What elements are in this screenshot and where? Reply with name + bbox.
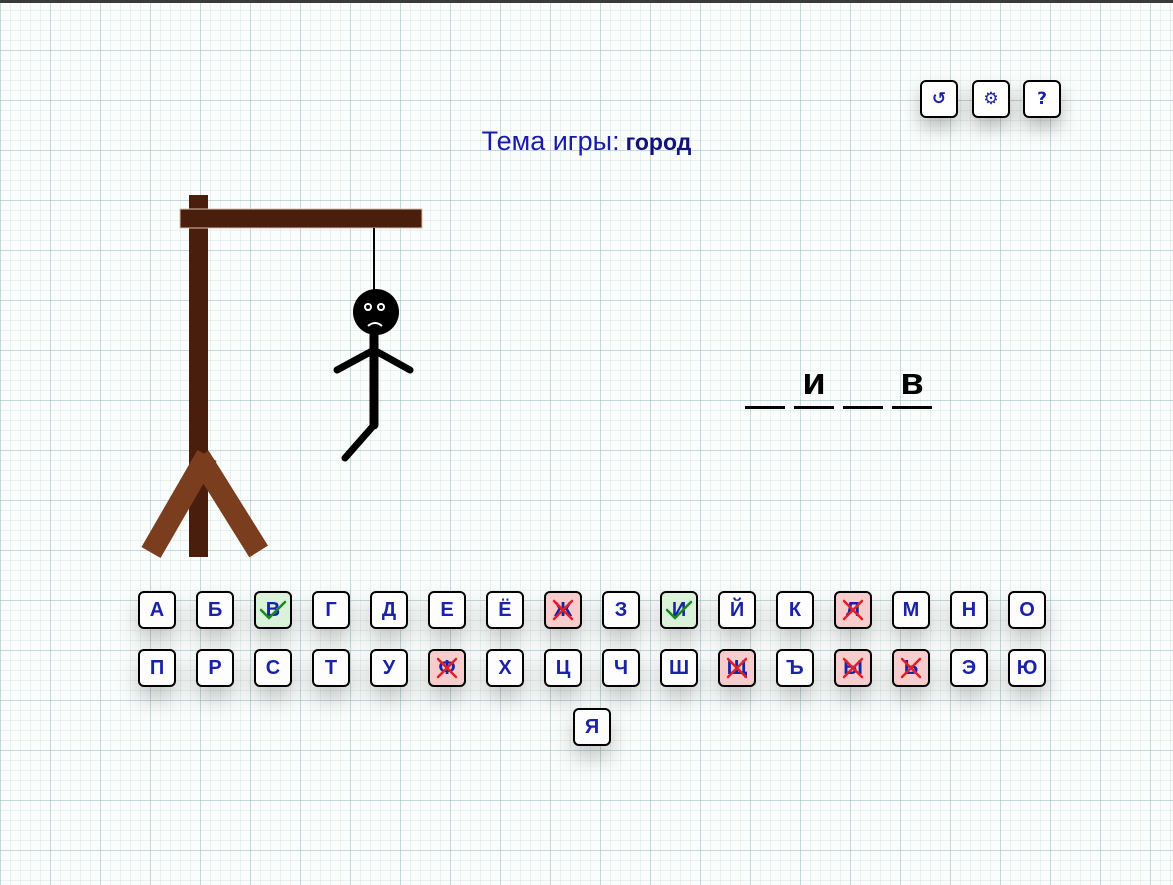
letter-key-label: Е <box>440 598 454 621</box>
letter-key-label: Ч <box>613 656 629 679</box>
help-icon: ? <box>1037 89 1047 109</box>
letter-key[interactable]: Ы <box>834 649 872 687</box>
letter-key[interactable]: С <box>254 649 292 687</box>
gallows-frame <box>141 195 423 558</box>
letter-key[interactable]: И <box>660 591 698 629</box>
letter-key[interactable]: Ж <box>544 591 582 629</box>
letter-key[interactable]: Ш <box>660 649 698 687</box>
letter-key[interactable]: Г <box>312 591 350 629</box>
theme-label: Тема игры: <box>481 126 620 156</box>
letter-key[interactable]: Ф <box>428 649 466 687</box>
word-slots: и в <box>745 356 932 409</box>
gallows-drawing <box>141 195 423 558</box>
letter-key-label: И <box>671 598 687 621</box>
letter-key[interactable]: У <box>370 649 408 687</box>
top-border <box>0 0 1173 3</box>
letter-key[interactable]: З <box>602 591 640 629</box>
letter-key-label: Щ <box>726 656 748 679</box>
letter-key-label: Д <box>381 598 397 621</box>
letter-key[interactable]: М <box>892 591 930 629</box>
restart-button[interactable]: ↺ <box>920 80 958 118</box>
letter-slot <box>843 356 883 409</box>
help-button[interactable]: ? <box>1023 80 1061 118</box>
letter-key-label: Ь <box>903 656 919 679</box>
letter-key-label: М <box>902 598 920 621</box>
settings-button[interactable]: ⚙ <box>972 80 1010 118</box>
letter-key-label: К <box>788 598 802 621</box>
letter-key[interactable]: Т <box>312 649 350 687</box>
letter-key[interactable]: Ч <box>602 649 640 687</box>
letter-key[interactable]: Щ <box>718 649 756 687</box>
letter-key[interactable]: Ь <box>892 649 930 687</box>
letter-key[interactable]: Х <box>486 649 524 687</box>
letter-key-label: Ы <box>843 656 863 679</box>
letter-key-label: С <box>265 656 281 679</box>
letter-key-label: Э <box>961 656 977 679</box>
letter-key-label: Ё <box>498 598 512 621</box>
letter-key[interactable]: Й <box>718 591 756 629</box>
letter-key-label: Р <box>208 656 222 679</box>
letter-key-label: Х <box>498 656 512 679</box>
letter-key-label: Т <box>324 656 338 679</box>
letter-slot: в <box>892 356 932 409</box>
letter-key[interactable]: Н <box>950 591 988 629</box>
letter-key[interactable]: А <box>138 591 176 629</box>
letter-key[interactable]: Л <box>834 591 872 629</box>
letter-key[interactable]: Е <box>428 591 466 629</box>
letter-key-label: Ц <box>555 656 571 679</box>
letter-key-label: Й <box>729 598 745 621</box>
letter-key[interactable]: В <box>254 591 292 629</box>
restart-icon: ↺ <box>931 89 947 109</box>
letter-key-label: П <box>149 656 165 679</box>
letter-slot <box>745 356 785 409</box>
letter-slot: и <box>794 356 834 409</box>
letter-key[interactable]: П <box>138 649 176 687</box>
letter-key[interactable]: О <box>1008 591 1046 629</box>
game-theme: Тема игры: город <box>0 126 1173 157</box>
letter-key[interactable]: Ё <box>486 591 524 629</box>
letter-key-label: З <box>614 598 628 621</box>
letter-key[interactable]: К <box>776 591 814 629</box>
letter-key-label: В <box>265 598 281 621</box>
letter-key-label: Б <box>207 598 223 621</box>
letter-key-label: Н <box>961 598 977 621</box>
letter-key-label: О <box>1019 598 1035 621</box>
letter-key[interactable]: Д <box>370 591 408 629</box>
letter-key-label: Я <box>584 715 600 738</box>
letter-key-label: У <box>382 656 396 679</box>
letter-key[interactable]: Ю <box>1008 649 1046 687</box>
letter-key-label: Л <box>845 598 861 621</box>
theme-value: город <box>625 129 692 155</box>
hanged-man <box>333 289 414 462</box>
letter-key[interactable]: Р <box>196 649 234 687</box>
letter-key-label: Ш <box>668 656 690 679</box>
letter-key-label: Ю <box>1016 656 1038 679</box>
letter-key[interactable]: Б <box>196 591 234 629</box>
letter-key[interactable]: Э <box>950 649 988 687</box>
letter-key[interactable]: Ц <box>544 649 582 687</box>
gear-icon: ⚙ <box>983 89 999 109</box>
letter-key-label: Г <box>325 598 337 621</box>
letter-key-label: Ъ <box>786 656 804 679</box>
letter-key-label: А <box>149 598 165 621</box>
letter-key[interactable]: Я <box>573 708 611 746</box>
letter-key-label: Ф <box>438 656 456 679</box>
letter-key[interactable]: Ъ <box>776 649 814 687</box>
letter-key-label: Ж <box>553 598 573 621</box>
